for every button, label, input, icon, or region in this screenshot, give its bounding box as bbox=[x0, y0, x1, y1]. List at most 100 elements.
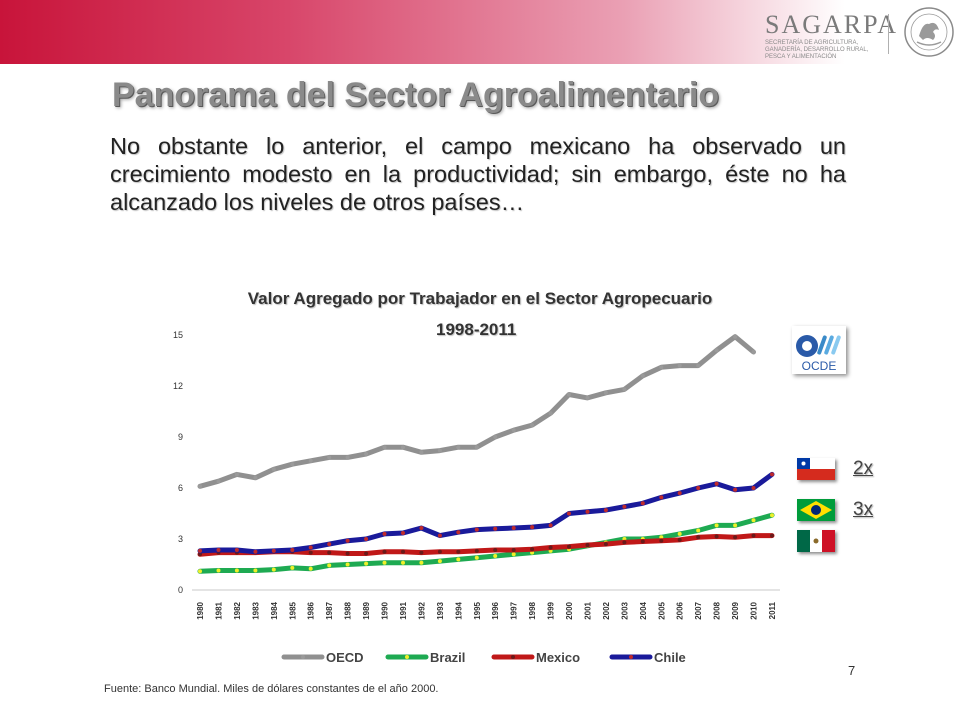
data-point-oecd bbox=[733, 334, 738, 339]
data-point-mexico bbox=[770, 533, 774, 538]
data-point-chile bbox=[696, 486, 701, 490]
data-point-oecd bbox=[493, 435, 498, 439]
data-point-oecd bbox=[419, 450, 424, 455]
data-point-oecd bbox=[327, 455, 332, 460]
data-point-mexico bbox=[751, 533, 756, 538]
data-point-oecd bbox=[364, 452, 369, 456]
data-point-chile bbox=[659, 495, 664, 500]
data-point-brazil bbox=[401, 560, 405, 565]
x-tick-label: 1997 bbox=[510, 601, 519, 619]
data-point-oecd bbox=[696, 363, 701, 368]
data-point-brazil bbox=[714, 523, 719, 528]
x-tick-label: 1994 bbox=[454, 601, 463, 619]
data-point-brazil bbox=[271, 567, 276, 572]
data-point-chile bbox=[364, 537, 369, 541]
series-line-oecd bbox=[197, 334, 756, 489]
y-tick-label: 0 bbox=[178, 585, 183, 595]
data-point-chile bbox=[345, 538, 350, 543]
data-point-mexico bbox=[456, 549, 461, 554]
data-point-oecd bbox=[585, 395, 590, 400]
data-point-chile bbox=[290, 548, 295, 552]
data-point-mexico bbox=[585, 543, 590, 547]
data-point-mexico bbox=[345, 551, 350, 556]
slide-subtitle: No obstante lo anterior, el campo mexica… bbox=[110, 133, 846, 215]
x-tick-label: 1998 bbox=[528, 601, 537, 619]
x-tick-label: 1992 bbox=[417, 601, 426, 619]
data-point-oecd bbox=[548, 411, 553, 416]
series-line-brazil bbox=[197, 512, 775, 574]
data-point-mexico bbox=[659, 538, 664, 543]
chile-flag-icon bbox=[797, 458, 835, 480]
data-point-oecd bbox=[271, 467, 276, 472]
data-point-oecd bbox=[677, 363, 682, 368]
mexico-coat-of-arms-icon bbox=[904, 7, 954, 57]
data-point-mexico bbox=[622, 540, 627, 545]
x-tick-label: 1988 bbox=[344, 601, 353, 619]
data-point-brazil bbox=[437, 559, 442, 564]
data-point-mexico bbox=[511, 548, 516, 552]
data-point-mexico bbox=[401, 549, 405, 554]
brazil-flag-icon bbox=[797, 499, 835, 521]
chart-title: Valor Agregado por Trabajador en el Sect… bbox=[247, 289, 713, 308]
data-point-chile bbox=[511, 526, 516, 530]
y-tick-label: 12 bbox=[173, 381, 183, 391]
data-point-chile bbox=[308, 545, 313, 550]
oecd-label: OCDE bbox=[802, 359, 837, 373]
data-point-oecd bbox=[308, 458, 313, 463]
data-point-oecd bbox=[751, 350, 756, 354]
data-point-mexico bbox=[696, 535, 701, 540]
y-tick-label: 6 bbox=[178, 483, 183, 493]
data-point-mexico bbox=[530, 547, 535, 552]
x-tick-label: 2011 bbox=[768, 601, 777, 619]
x-tick-label: 1996 bbox=[491, 601, 500, 619]
x-tick-label: 2008 bbox=[713, 601, 722, 619]
x-tick-label: 1990 bbox=[381, 601, 390, 619]
data-point-oecd bbox=[530, 423, 535, 428]
data-point-brazil bbox=[419, 560, 424, 565]
page-number: 7 bbox=[848, 663, 856, 678]
data-point-chile bbox=[733, 487, 738, 492]
data-point-chile bbox=[770, 472, 774, 477]
x-tick-label: 1983 bbox=[251, 601, 260, 619]
x-tick-label: 1986 bbox=[307, 601, 316, 619]
data-point-oecd bbox=[290, 462, 295, 467]
data-point-brazil bbox=[216, 568, 221, 573]
legend-swatch-dot-brazil bbox=[405, 655, 409, 659]
data-point-brazil bbox=[253, 568, 258, 573]
data-point-oecd bbox=[567, 392, 571, 397]
data-point-oecd bbox=[216, 479, 221, 484]
data-point-brazil bbox=[770, 513, 774, 518]
sagarpa-logo: SAGARPA SECRETARÍA DE AGRICULTURA, GANAD… bbox=[765, 10, 898, 64]
oecd-logo-icon: OCDE bbox=[792, 326, 846, 374]
legend-swatch-dot-mexico bbox=[511, 655, 515, 659]
data-point-mexico bbox=[364, 551, 369, 556]
data-point-mexico bbox=[714, 534, 719, 539]
x-tick-label: 2000 bbox=[565, 601, 574, 619]
source-note: Fuente: Banco Mundial. Miles de dólares … bbox=[104, 683, 439, 695]
chile-multiplier: 2x bbox=[853, 458, 874, 479]
data-point-mexico bbox=[677, 537, 682, 542]
x-tick-label: 2001 bbox=[583, 601, 592, 619]
header-banner bbox=[0, 0, 960, 64]
logo-text: SAGARPA bbox=[765, 10, 898, 39]
mexico-flag-icon bbox=[797, 530, 835, 552]
logo-divider bbox=[888, 14, 889, 54]
data-point-mexico bbox=[382, 549, 387, 554]
data-point-mexico bbox=[308, 550, 313, 555]
data-point-oecd bbox=[345, 455, 350, 460]
data-point-mexico bbox=[548, 545, 553, 550]
chart-subtitle: 1998-2011 bbox=[436, 320, 517, 339]
x-tick-label: 1991 bbox=[399, 601, 408, 619]
x-tick-label: 1987 bbox=[325, 601, 334, 619]
legend-swatch-dot-oecd bbox=[301, 655, 305, 659]
x-tick-label: 2005 bbox=[657, 601, 666, 619]
data-point-mexico bbox=[733, 535, 738, 540]
data-point-oecd bbox=[253, 475, 258, 480]
x-tick-label: 1985 bbox=[288, 601, 297, 619]
data-point-chile bbox=[548, 523, 553, 528]
data-point-chile bbox=[530, 525, 535, 530]
data-point-oecd bbox=[437, 448, 442, 453]
legend-label-brazil: Brazil bbox=[430, 650, 465, 665]
slide-title: Panorama del Sector Agroalimentario bbox=[112, 76, 720, 114]
series-line-chile bbox=[197, 471, 775, 555]
